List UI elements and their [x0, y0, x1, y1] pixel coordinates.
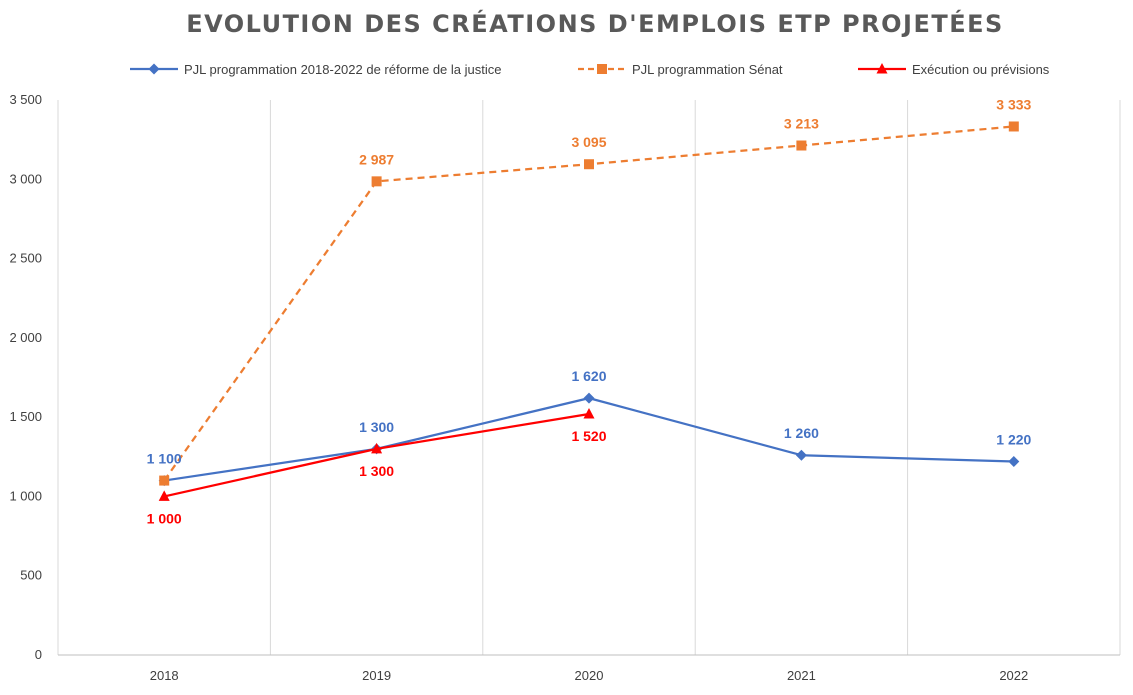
- legend-marker-1: [148, 63, 160, 75]
- y-tick-label: 3 500: [9, 92, 42, 107]
- legend-label-1: PJL programmation 2018-2022 de réforme d…: [184, 62, 501, 77]
- data-label: 2 987: [359, 151, 394, 167]
- y-tick-label: 2 000: [9, 330, 42, 345]
- legend-marker-2: [597, 64, 607, 74]
- y-tick-label: 0: [35, 647, 42, 662]
- data-label: 3 095: [571, 134, 606, 150]
- data-point-series-1: [583, 392, 595, 404]
- data-point-series-2: [159, 475, 170, 486]
- data-label: 1 300: [359, 463, 394, 479]
- data-point-series-3: [583, 407, 595, 419]
- data-label: 1 620: [571, 368, 606, 384]
- data-point-series-2: [796, 140, 807, 151]
- y-tick-label: 500: [20, 568, 42, 583]
- data-point-series-2: [584, 159, 594, 170]
- data-label: 1 220: [996, 432, 1031, 448]
- x-tick-label: 2022: [999, 668, 1028, 683]
- data-label: 3 213: [784, 116, 819, 132]
- data-label: 1 260: [784, 425, 819, 441]
- data-label: 1 000: [147, 510, 182, 526]
- data-point-series-1: [1008, 456, 1020, 468]
- legend: PJL programmation 2018-2022 de réforme d…: [130, 62, 1050, 77]
- data-point-series-2: [1008, 121, 1019, 132]
- legend-label-2: PJL programmation Sénat: [632, 62, 783, 77]
- legend-marker-3: [876, 63, 888, 74]
- x-tick-label: 2020: [575, 668, 604, 683]
- data-point-series-2: [371, 176, 382, 187]
- data-point-series-1: [795, 449, 807, 461]
- data-labels: 1 100 1 300 1 620 1 260 1 220 2 987 3 095 3 213…: [147, 96, 1032, 526]
- data-label: 1 520: [571, 428, 606, 444]
- y-tick-label: 2 500: [9, 251, 42, 266]
- x-tick-label: 2021: [787, 668, 816, 683]
- x-tick-label: 2018: [150, 668, 179, 683]
- legend-label-3: Exécution ou prévisions: [912, 62, 1050, 77]
- chart-title: EVOLUTION DES CRÉATIONS D'EMPLOIS ETP PR…: [186, 9, 1004, 38]
- data-label: 1 100: [147, 451, 182, 467]
- data-label: 1 300: [359, 419, 394, 435]
- y-tick-label: 3 000: [9, 171, 42, 186]
- y-tick-label: 1 500: [9, 409, 42, 424]
- axes: 0 500 1 000 1 500 2 000 2 500 3 000 3 500 2018 20…: [9, 92, 1120, 683]
- x-tick-label: 2019: [362, 668, 391, 683]
- series-layer: [158, 121, 1020, 501]
- grid: [57, 100, 1121, 655]
- data-label: 3 333: [996, 96, 1031, 112]
- data-point-series-3: [371, 442, 383, 454]
- data-point-series-3: [158, 490, 170, 501]
- y-tick-label: 1 000: [9, 488, 42, 503]
